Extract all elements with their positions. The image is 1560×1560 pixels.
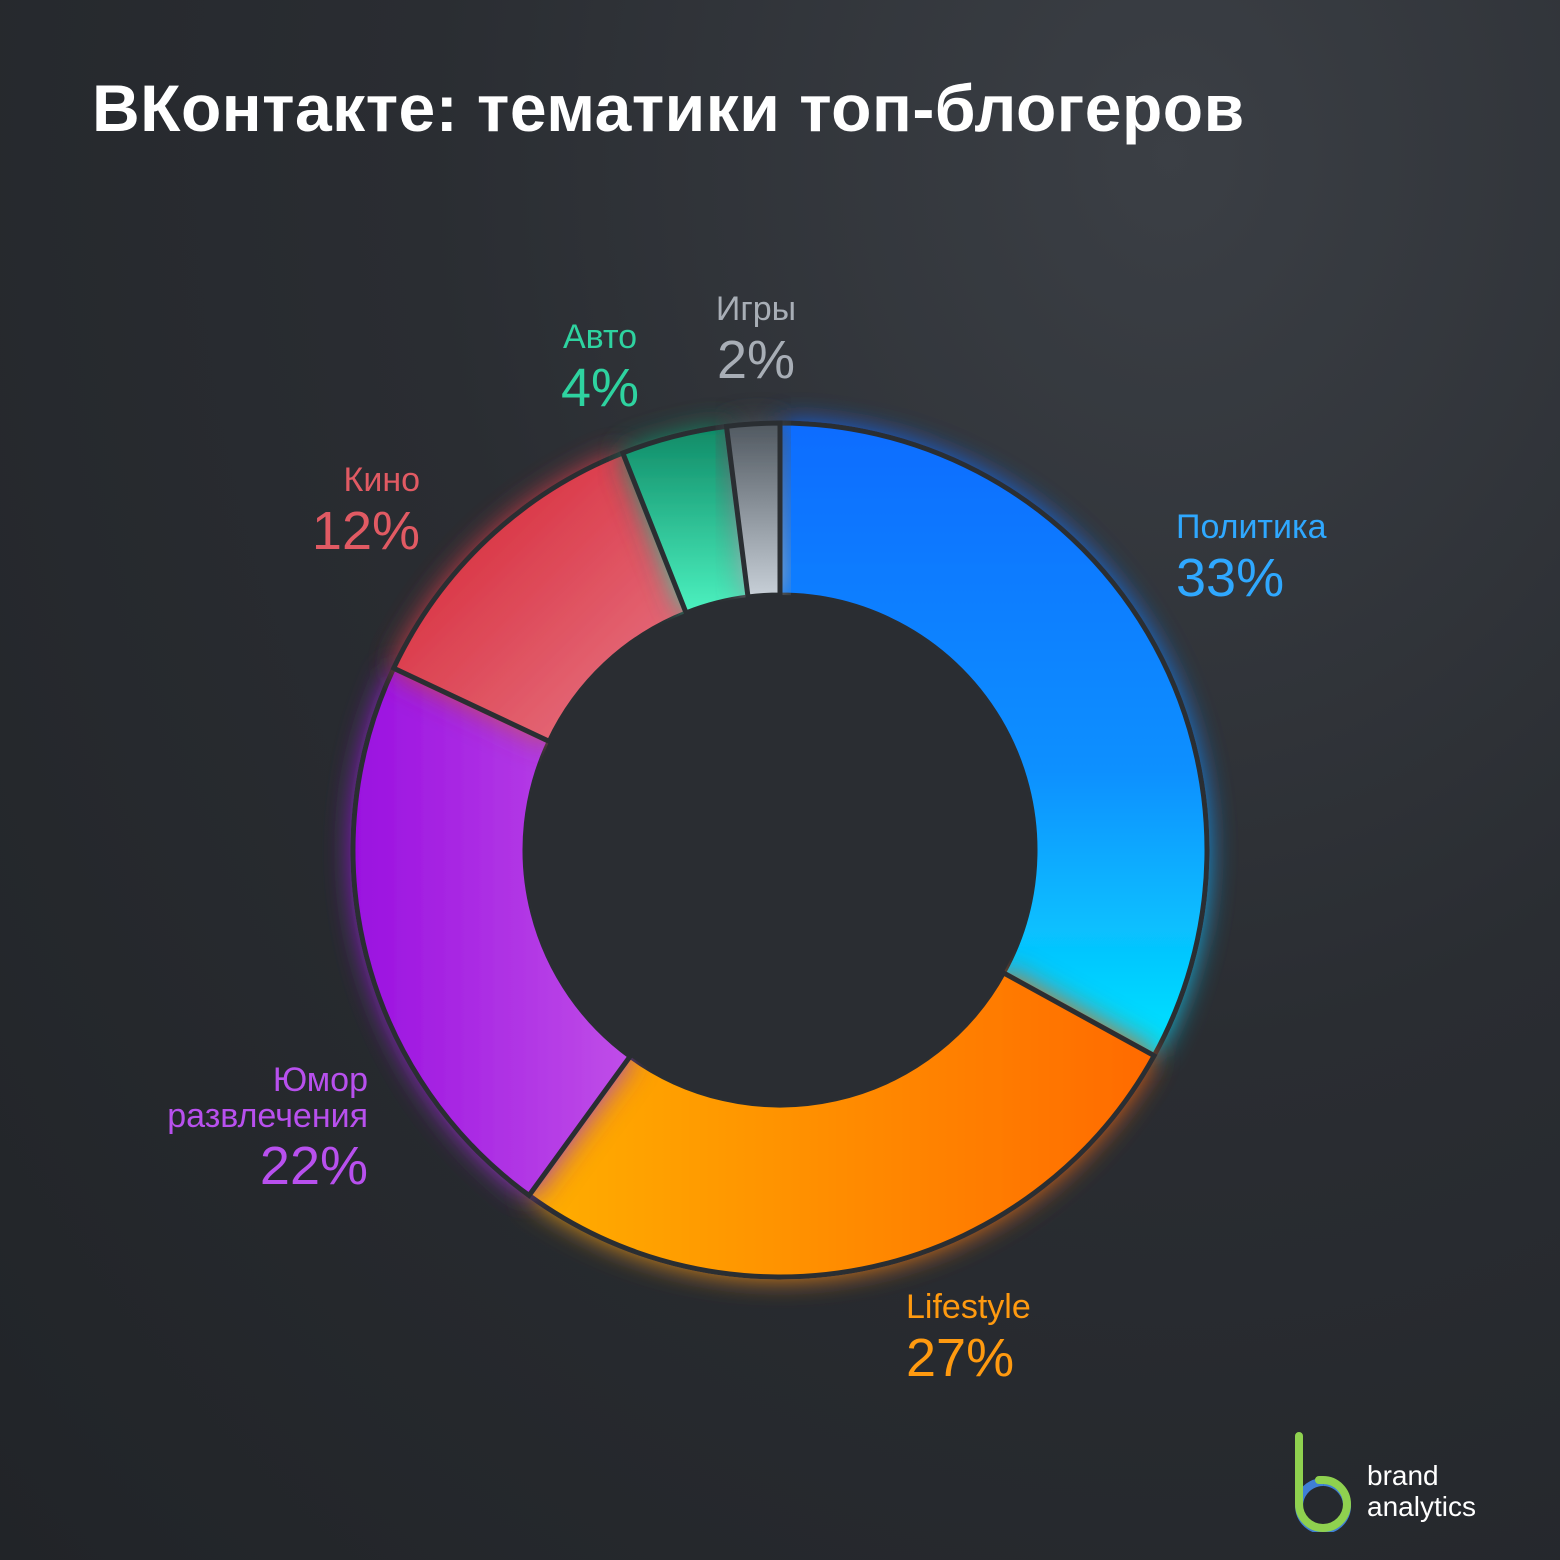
label-avto-pct: 4% — [560, 357, 640, 418]
label-humor-name-line2: развлечения — [167, 1096, 368, 1135]
label-politika-name: Политика — [1176, 508, 1327, 546]
label-politika-pct: 33% — [1176, 547, 1285, 608]
label-kino-pct: 12% — [311, 500, 420, 561]
label-humor-pct: 22% — [259, 1136, 368, 1197]
brand-analytics-logo-icon — [1295, 1432, 1352, 1534]
label-igry-pct: 2% — [716, 329, 796, 390]
label-lifestyle-name: Lifestyle — [906, 1288, 1031, 1326]
label-politika: Политика 33% — [1176, 508, 1327, 608]
label-kino-name: Кино — [343, 461, 420, 499]
chart-slices — [350, 420, 1210, 1280]
label-humor-name-line1: Юмор — [272, 1061, 368, 1099]
label-kino: Кино 12% — [311, 461, 420, 561]
donut-hole — [525, 595, 1035, 1105]
chart-title: ВКонтакте: тематики топ-блогеров — [92, 71, 1245, 145]
brand-analytics-logo-text: brand analytics — [1367, 1460, 1476, 1523]
label-lifestyle-pct: 27% — [906, 1327, 1015, 1388]
logo-line2: analytics — [1367, 1491, 1476, 1523]
brand-analytics-logo: brand analytics — [1285, 1432, 1495, 1534]
label-humor: Юмор развлечения 22% — [167, 1061, 368, 1197]
label-lifestyle: Lifestyle 27% — [906, 1288, 1031, 1388]
label-igry-name: Игры — [715, 290, 797, 328]
logo-line1: brand — [1367, 1460, 1439, 1491]
label-igry: Игры 2% — [696, 290, 816, 390]
label-avto: Авто 4% — [540, 318, 660, 418]
label-avto-name: Авто — [562, 318, 638, 356]
